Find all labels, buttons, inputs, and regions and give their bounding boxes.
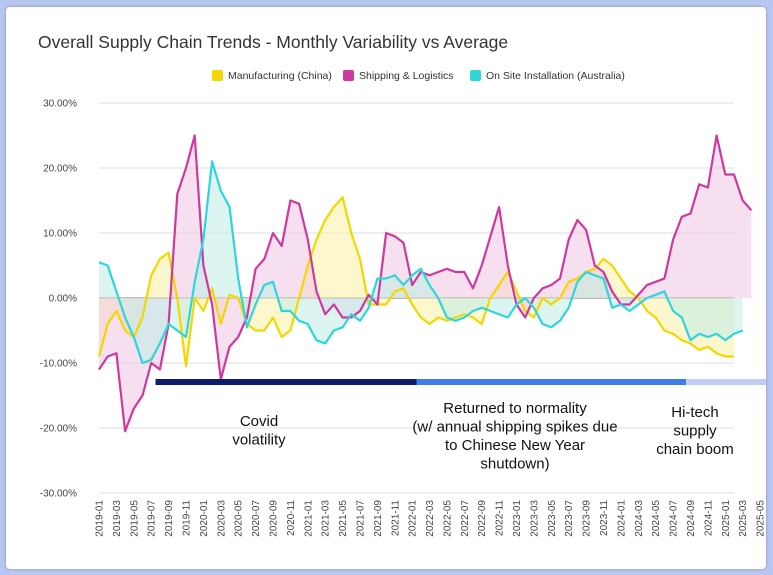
legend-swatch bbox=[212, 70, 223, 81]
annotations: Covid volatility Returned to normality (w/ … bbox=[155, 379, 766, 473]
x-tick-label: 2024-03 bbox=[634, 500, 645, 537]
chart-title: Overall Supply Chain Trends - Monthly Va… bbox=[38, 32, 508, 52]
series-line-0 bbox=[97, 196, 734, 368]
x-tick-label: 2022-09 bbox=[477, 500, 488, 537]
x-tick-label: 2024-07 bbox=[669, 500, 680, 537]
annotation-text: Covid bbox=[240, 413, 278, 430]
x-tick-label: 2021-01 bbox=[303, 500, 314, 537]
annotation-text: Hi-tech bbox=[671, 404, 719, 421]
y-tick-label: -30.00% bbox=[40, 489, 77, 500]
x-tick-label: 2025-05 bbox=[756, 500, 766, 537]
x-tick-label: 2021-03 bbox=[321, 500, 332, 537]
legend: Manufacturing (China) Shipping & Logistic… bbox=[212, 70, 625, 82]
x-tick-label: 2019-05 bbox=[129, 500, 140, 537]
annotation-text: to Chinese New Year bbox=[445, 437, 585, 454]
x-tick-label: 2022-05 bbox=[442, 500, 453, 537]
annotation-text: (w/ annual shipping spikes due bbox=[412, 419, 617, 436]
annotation-text: volatility bbox=[232, 432, 286, 449]
x-tick-label: 2020-09 bbox=[269, 500, 280, 537]
chart-card: Overall Supply Chain Trends - Monthly Va… bbox=[6, 7, 766, 569]
series-areas bbox=[99, 135, 752, 432]
y-tick-label: 20.00% bbox=[43, 164, 77, 175]
series-area-0 bbox=[99, 197, 734, 367]
chart-svg: Overall Supply Chain Trends - Monthly Va… bbox=[38, 32, 767, 537]
x-tick-label: 2020-03 bbox=[216, 500, 227, 537]
legend-label: On Site Installation (Australia) bbox=[486, 70, 625, 82]
annotation-text: supply bbox=[673, 423, 717, 440]
legend-label: Manufacturing (China) bbox=[228, 70, 332, 82]
legend-swatch bbox=[343, 70, 354, 81]
series-lines bbox=[97, 134, 753, 433]
x-tick-label: 2019-11 bbox=[182, 500, 193, 536]
legend-swatch bbox=[470, 70, 481, 81]
y-tick-label: 0.00% bbox=[49, 294, 77, 305]
x-tick-label: 2020-07 bbox=[251, 500, 262, 537]
x-tick-label: 2020-05 bbox=[234, 500, 245, 537]
y-tick-label: -20.00% bbox=[40, 424, 77, 435]
annotation-bar bbox=[155, 379, 417, 385]
x-tick-label: 2021-11 bbox=[390, 500, 401, 536]
x-axis: 2019-01 2019-03 2019-05 2019-07 2019-09 2019-… bbox=[95, 500, 767, 537]
x-tick-label: 2023-05 bbox=[547, 500, 558, 537]
x-tick-label: 2025-01 bbox=[721, 500, 732, 537]
x-tick-label: 2020-01 bbox=[199, 500, 210, 537]
x-tick-label: 2022-11 bbox=[495, 500, 506, 536]
x-tick-label: 2022-01 bbox=[408, 500, 419, 537]
legend-label: Shipping & Logistics bbox=[359, 70, 454, 82]
x-tick-label: 2021-05 bbox=[338, 500, 349, 537]
series-line-1 bbox=[98, 134, 753, 433]
annotation-text: chain boom bbox=[656, 441, 734, 458]
x-tick-label: 2019-09 bbox=[164, 500, 175, 537]
x-tick-label: 2019-03 bbox=[112, 500, 123, 537]
x-tick-label: 2024-11 bbox=[703, 500, 714, 536]
x-tick-label: 2023-11 bbox=[599, 500, 610, 536]
x-tick-label: 2024-09 bbox=[686, 500, 697, 537]
x-tick-label: 2024-01 bbox=[616, 500, 627, 537]
x-tick-label: 2024-05 bbox=[651, 500, 662, 537]
annotation-text: Returned to normality bbox=[443, 400, 587, 417]
x-tick-label: 2023-01 bbox=[512, 500, 523, 537]
x-tick-label: 2022-07 bbox=[460, 500, 471, 537]
y-axis: 30.00% 20.00% 10.00% 0.00% -10.00% -20.00% -30… bbox=[40, 99, 77, 500]
series-line-2 bbox=[98, 160, 744, 365]
y-tick-label: 10.00% bbox=[43, 229, 77, 240]
series-area-2 bbox=[99, 161, 743, 363]
y-tick-label: 30.00% bbox=[43, 99, 77, 110]
x-tick-label: 2021-09 bbox=[373, 500, 384, 537]
x-tick-label: 2019-01 bbox=[95, 500, 106, 537]
annotation-text: shutdown) bbox=[480, 456, 549, 473]
x-tick-label: 2025-03 bbox=[738, 500, 749, 537]
x-tick-label: 2022-03 bbox=[425, 500, 436, 537]
x-tick-label: 2020-11 bbox=[286, 500, 297, 536]
annotation-bar bbox=[686, 379, 766, 385]
annotation-bar bbox=[416, 379, 687, 385]
y-tick-label: -10.00% bbox=[40, 359, 77, 370]
x-tick-label: 2019-07 bbox=[147, 500, 158, 537]
x-tick-label: 2023-07 bbox=[564, 500, 575, 537]
x-tick-label: 2023-03 bbox=[529, 500, 540, 537]
x-tick-label: 2021-07 bbox=[356, 500, 367, 537]
x-tick-label: 2023-09 bbox=[582, 500, 593, 537]
